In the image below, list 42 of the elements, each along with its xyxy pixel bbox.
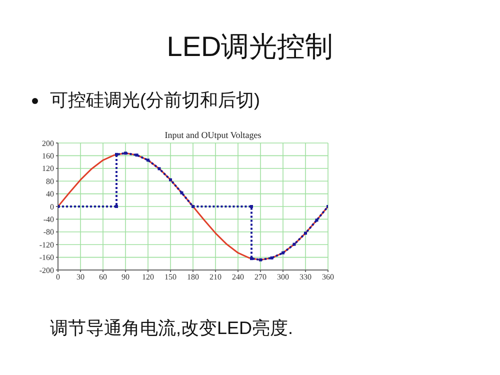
chart-title: LED调光控制 bbox=[166, 30, 334, 64]
x-tick-label: 180 bbox=[187, 272, 199, 282]
y-tick-label: 80 bbox=[46, 176, 54, 186]
x-tick-label: 270 bbox=[254, 272, 266, 282]
text: Input and OUtput Voltages bbox=[164, 130, 262, 140]
point bbox=[282, 251, 284, 254]
y-tick-label: -120 bbox=[39, 240, 54, 250]
point bbox=[115, 152, 118, 156]
y-tick-label: -200 bbox=[39, 266, 54, 275]
chart-subtitle: 可控硅调光(分前切和后切) bbox=[49, 89, 260, 112]
point bbox=[292, 242, 296, 246]
y-tick-label: 40 bbox=[46, 190, 54, 199]
y-tick-label: 0 bbox=[50, 202, 54, 212]
x-tick-label: 210 bbox=[210, 272, 222, 282]
point bbox=[146, 158, 150, 162]
x-tick-label: 240 bbox=[232, 272, 244, 282]
y-tick-label: -40 bbox=[43, 215, 54, 224]
point bbox=[180, 191, 184, 194]
point bbox=[169, 178, 172, 182]
text: 调节导通角电流,改变LED亮度. bbox=[50, 317, 294, 340]
x-tick-label: 0 bbox=[56, 272, 60, 282]
x-tick-label: 120 bbox=[142, 272, 154, 282]
x-tick-label: 150 bbox=[164, 272, 176, 282]
y-tick-label: -160 bbox=[39, 253, 54, 262]
y-tick-label: 120 bbox=[42, 164, 54, 174]
point bbox=[135, 154, 138, 157]
y-tick-label: 200 bbox=[42, 138, 54, 148]
point bbox=[315, 218, 318, 222]
x-tick-label: 30 bbox=[76, 272, 84, 282]
x-tick-label: 360 bbox=[322, 272, 334, 282]
y-tick-label: -80 bbox=[43, 228, 54, 237]
point bbox=[270, 256, 274, 260]
point bbox=[124, 152, 127, 155]
point bbox=[259, 258, 262, 262]
x-tick-label: 60 bbox=[99, 272, 107, 282]
x-tick-label: 330 bbox=[300, 272, 312, 282]
y-tick-label: 160 bbox=[42, 152, 54, 161]
point bbox=[250, 257, 253, 260]
x-tick-label: 90 bbox=[122, 272, 130, 282]
point bbox=[304, 232, 307, 235]
x-tick-label: 300 bbox=[277, 272, 289, 282]
point bbox=[158, 167, 161, 170]
